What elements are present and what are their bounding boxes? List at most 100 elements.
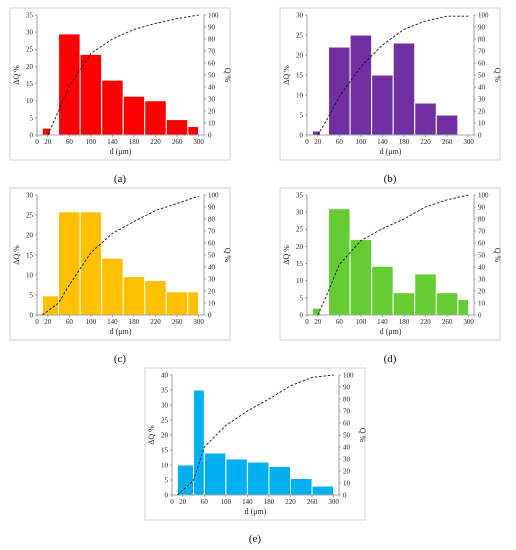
cumulative-line <box>42 195 199 316</box>
y-right-tick-label: 60 <box>478 59 486 67</box>
x-tick-label: 140 <box>107 138 118 146</box>
y-left-axis-label: ΔQ % <box>282 245 291 265</box>
x-tick-label: 180 <box>399 318 410 326</box>
y-right-tick-label: 20 <box>478 107 486 115</box>
x-tick-label: 0 <box>170 498 174 506</box>
x-tick-label: 0 <box>35 318 39 326</box>
y-right-tick-label: 0 <box>208 131 212 139</box>
y-right-tick-label: 80 <box>343 395 351 403</box>
y-left-tick-label: 20 <box>296 243 304 251</box>
x-tick-label: 300 <box>193 138 204 146</box>
y-left-tick-label: 0 <box>165 491 169 499</box>
x-tick-label: 220 <box>150 318 161 326</box>
bar <box>328 46 351 136</box>
y-right-tick-label: 50 <box>208 71 216 79</box>
x-tick-label: 0 <box>305 138 309 146</box>
y-right-tick-label: 40 <box>208 83 216 91</box>
bar <box>79 53 103 136</box>
y-right-tick-label: 40 <box>343 443 351 451</box>
y-left-tick-label: 0 <box>300 311 304 319</box>
y-left-tick-label: 15 <box>161 446 169 454</box>
y-right-tick-label: 100 <box>208 191 219 199</box>
y-right-tick-label: 40 <box>208 263 216 271</box>
x-tick-label: 100 <box>356 138 367 146</box>
y-right-tick-label: 100 <box>478 191 489 199</box>
bar <box>311 307 321 316</box>
y-left-tick-label: 30 <box>26 191 34 199</box>
y-left-tick-label: 5 <box>300 294 304 302</box>
bar <box>457 299 470 316</box>
y-right-tick-label: 70 <box>208 227 216 235</box>
x-tick-label: 0 <box>35 138 39 146</box>
y-left-tick-label: 30 <box>26 29 34 37</box>
y-right-tick-label: 40 <box>478 263 486 271</box>
y-left-tick-label: 35 <box>26 11 34 19</box>
x-tick-label: 180 <box>129 318 140 326</box>
y-right-tick-label: 80 <box>478 35 486 43</box>
y-right-tick-label: 70 <box>208 47 216 55</box>
x-tick-label: 300 <box>328 498 339 506</box>
y-right-tick-label: 20 <box>343 467 351 475</box>
y-right-tick-label: 30 <box>208 95 216 103</box>
y-right-tick-label: 80 <box>208 215 216 223</box>
y-left-tick-label: 15 <box>296 71 304 79</box>
panel-label: (e) <box>249 533 262 545</box>
bar <box>290 478 313 496</box>
bar <box>41 127 51 136</box>
y-right-tick-label: 90 <box>343 383 351 391</box>
y-right-tick-label: 100 <box>208 11 219 19</box>
y-left-tick-label: 20 <box>26 63 34 71</box>
y-right-tick-label: 50 <box>478 251 486 259</box>
y-left-tick-label: 40 <box>161 371 169 379</box>
y-left-tick-label: 15 <box>296 260 304 268</box>
x-tick-label: 60 <box>336 318 344 326</box>
y-right-tick-label: 90 <box>208 23 216 31</box>
y-right-tick-label: 0 <box>208 311 212 319</box>
y-right-axis-label: Q % <box>493 248 502 263</box>
y-left-tick-label: 30 <box>161 401 169 409</box>
x-axis-label: d (μm) <box>380 327 402 336</box>
bar <box>225 458 248 496</box>
y-right-axis-label: Q % <box>493 68 502 83</box>
bar <box>165 119 189 136</box>
x-tick-label: 180 <box>264 498 275 506</box>
bar <box>371 265 394 316</box>
y-right-tick-label: 30 <box>478 275 486 283</box>
cumulative-line <box>47 14 199 136</box>
y-right-tick-label: 100 <box>343 371 354 379</box>
bar <box>371 74 394 136</box>
x-tick-label: 300 <box>463 318 474 326</box>
y-right-tick-label: 60 <box>343 419 351 427</box>
y-left-tick-label: 5 <box>30 291 34 299</box>
bar <box>176 464 195 496</box>
cumulative-line <box>317 194 469 316</box>
bar <box>187 291 200 316</box>
y-right-tick-label: 70 <box>478 227 486 235</box>
bar <box>193 389 205 496</box>
y-right-tick-label: 70 <box>478 47 486 55</box>
x-tick-label: 220 <box>420 138 431 146</box>
y-left-tick-label: 0 <box>300 131 304 139</box>
bar <box>144 280 167 316</box>
y-right-tick-label: 90 <box>478 23 486 31</box>
y-left-tick-label: 25 <box>296 226 304 234</box>
x-tick-label: 140 <box>242 498 253 506</box>
panel-label: (a) <box>114 173 127 185</box>
y-left-tick-label: 15 <box>26 251 34 259</box>
x-axis-label: d (μm) <box>380 147 402 156</box>
y-left-tick-label: 25 <box>296 31 304 39</box>
y-left-tick-label: 5 <box>300 111 304 119</box>
y-right-tick-label: 10 <box>208 299 216 307</box>
y-left-tick-label: 15 <box>26 80 34 88</box>
bar <box>58 211 81 316</box>
y-right-tick-label: 30 <box>343 455 351 463</box>
y-left-tick-label: 5 <box>165 476 169 484</box>
y-left-tick-label: 20 <box>161 431 169 439</box>
y-left-axis-label: ΔQ % <box>12 245 21 265</box>
x-tick-label: 20 <box>44 138 52 146</box>
x-tick-label: 220 <box>150 138 161 146</box>
y-right-axis-label: Q % <box>223 248 232 263</box>
bar <box>41 295 60 316</box>
